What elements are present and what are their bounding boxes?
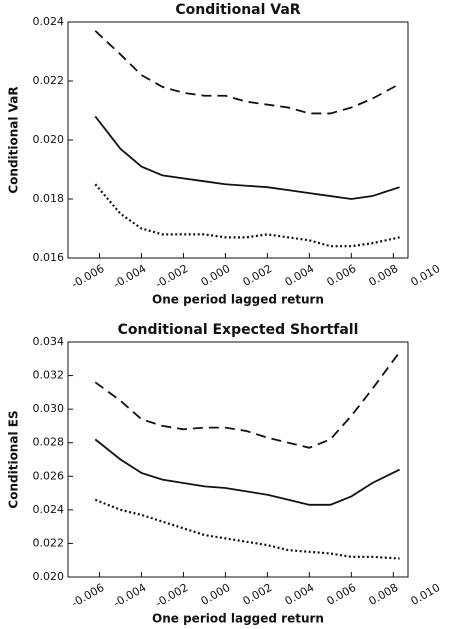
- x-tick-label: 0.006: [325, 262, 359, 289]
- y-tick-label: 0.022: [33, 74, 65, 87]
- y-axis-label: Conditional ES: [7, 410, 21, 508]
- x-tick-label: -0.006: [69, 581, 106, 610]
- chart-title: Conditional Expected Shortfall: [118, 322, 359, 338]
- x-tick-label: 0.004: [283, 262, 317, 289]
- x-tick-label: 0.008: [367, 581, 401, 608]
- x-tick-label: 0.004: [283, 581, 317, 608]
- series-line: [94, 498, 400, 560]
- plot-frame: [67, 21, 409, 259]
- series-line: [94, 183, 400, 248]
- y-tick-label: 0.030: [33, 402, 65, 415]
- x-tick-label: 0.008: [367, 262, 401, 289]
- series-line: [94, 115, 400, 200]
- x-tick-label: 0.000: [199, 581, 233, 608]
- x-axis-label: One period lagged return: [152, 612, 324, 626]
- x-tick-label: -0.002: [153, 581, 190, 610]
- y-tick-label: 0.034: [33, 335, 65, 348]
- y-tick-label: 0.022: [33, 536, 65, 549]
- x-tick-label: 0.010: [409, 581, 443, 608]
- y-tick-label: 0.028: [33, 436, 65, 449]
- x-tick-label: 0.000: [199, 262, 233, 289]
- series-line: [94, 438, 400, 506]
- series-line: [94, 351, 401, 449]
- y-tick-label: 0.020: [33, 133, 65, 146]
- y-tick-label: 0.016: [33, 251, 65, 264]
- x-tick-label: 0.006: [325, 581, 359, 608]
- x-tick-label: -0.004: [111, 262, 148, 291]
- y-tick-label: 0.020: [33, 570, 65, 583]
- y-tick-label: 0.024: [33, 15, 65, 28]
- x-tick-label: 0.002: [241, 581, 275, 608]
- x-axis-label: One period lagged return: [152, 293, 324, 307]
- y-tick-label: 0.024: [33, 503, 65, 516]
- x-tick-label: -0.006: [69, 262, 106, 291]
- x-tick-label: 0.010: [409, 262, 443, 289]
- y-tick-label: 0.018: [33, 192, 65, 205]
- series-line: [94, 30, 401, 115]
- y-tick-label: 0.032: [33, 369, 65, 382]
- y-tick-label: 0.026: [33, 469, 65, 482]
- y-axis-label: Conditional VaR: [7, 86, 21, 193]
- x-tick-label: 0.002: [241, 262, 275, 289]
- x-tick-label: -0.002: [153, 262, 190, 291]
- plot-frame: [67, 341, 409, 578]
- chart-title: Conditional VaR: [175, 2, 300, 18]
- x-tick-label: -0.004: [111, 581, 148, 610]
